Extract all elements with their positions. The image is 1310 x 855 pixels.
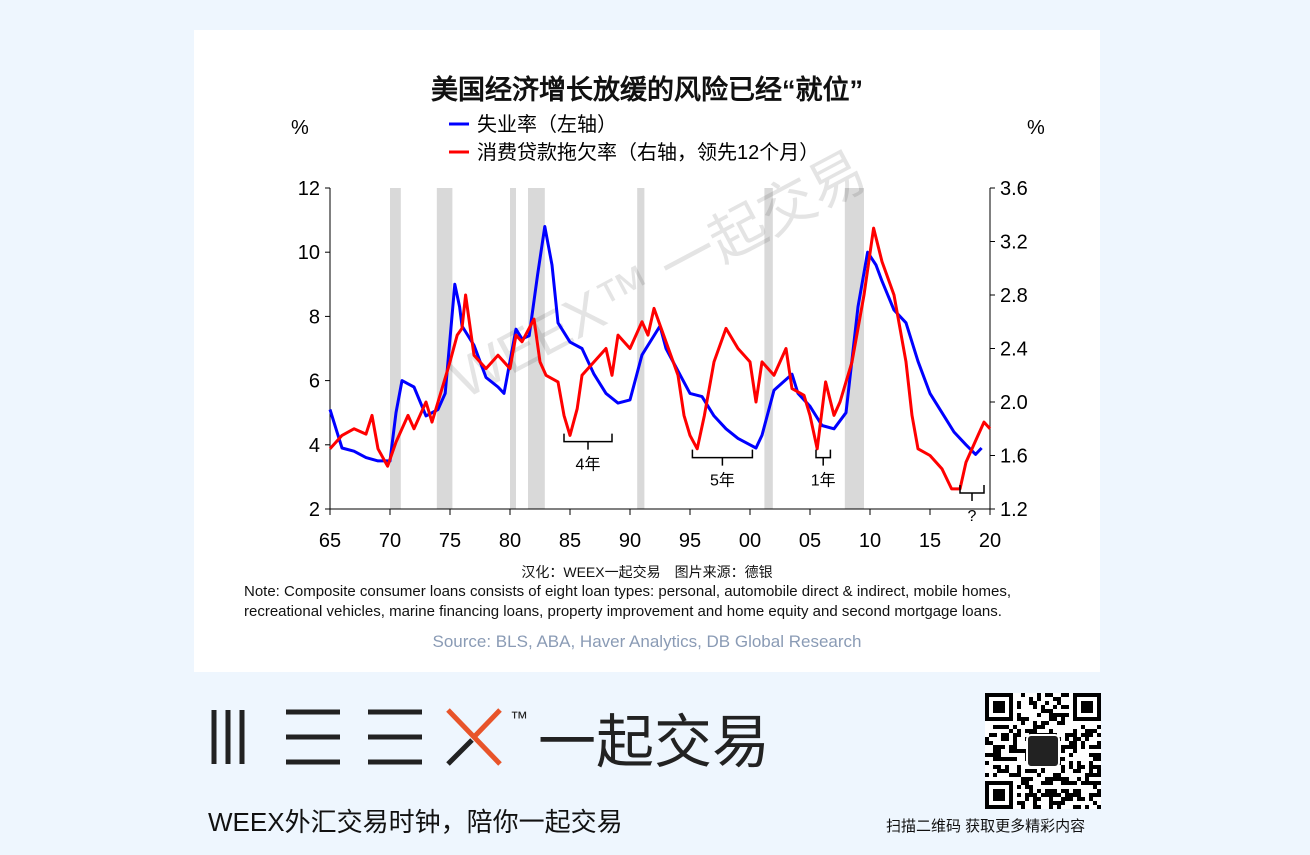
x-tick-label: 00: [739, 530, 761, 552]
qr-code[interactable]: [985, 693, 1101, 809]
recession-band: [528, 188, 545, 509]
x-tick-label: 10: [859, 530, 881, 552]
y-tick-label-right: 1.6: [1000, 446, 1028, 468]
weex-logo-mark: ™ 一起交易: [211, 708, 770, 770]
annotation-label: 5年: [710, 472, 735, 490]
delinquency-line: [328, 226, 992, 491]
y-tick-label-right: 1.2: [1000, 499, 1028, 521]
legend-label: 消费贷款拖欠率（右轴，领先12个月）: [477, 141, 819, 164]
x-tick-label: 95: [679, 530, 701, 552]
y-tick-label-right: 3.2: [1000, 232, 1028, 254]
y-tick-label-left: 6: [309, 371, 320, 393]
chart: WEEX™ 一起交易 2 4 6 8 10 12 1.2 1.6 2.0 2.4 2.8 3.2 3.6 6…: [291, 113, 1045, 552]
credit-text: 汉化：WEEX一起交易 图片来源：德银: [521, 564, 773, 580]
y-tick-label-right: 2.4: [1000, 339, 1028, 361]
annotation-label: 4年: [576, 456, 601, 474]
x-tick-label: 85: [559, 530, 581, 552]
qr-caption: 扫描二维码 获取更多精彩内容: [886, 818, 1086, 835]
y-tick-label-left: 2: [309, 499, 320, 521]
annotation-bracket: [815, 449, 832, 466]
legend-label: 失业率（左轴）: [477, 113, 617, 136]
logo-cn: 一起交易: [538, 710, 770, 770]
x-tick-label: 75: [439, 530, 461, 552]
y-axis-unit-left: %: [291, 117, 309, 139]
x-tick-label: 80: [499, 530, 521, 552]
y-tick-label-left: 10: [298, 242, 320, 264]
y-tick-label-left: 8: [309, 306, 320, 328]
y-tick-label-left: 12: [298, 178, 320, 200]
x-tick-label: 05: [799, 530, 821, 552]
y-tick-label-right: 3.6: [1000, 178, 1028, 200]
y-tick-label-right: 2.8: [1000, 285, 1028, 307]
slogan: WEEX外汇交易时钟，陪你一起交易: [208, 807, 623, 837]
x-tick-label: 90: [619, 530, 641, 552]
recession-band: [390, 188, 401, 509]
y-tick-label-left: 4: [309, 435, 320, 457]
source-text: Source: BLS, ABA, Haver Analytics, DB Gl…: [432, 632, 862, 651]
recession-band: [637, 188, 645, 509]
recession-band: [436, 188, 453, 509]
watermark: WEEX™ 一起交易: [440, 139, 876, 411]
x-tick-label: 70: [379, 530, 401, 552]
annotation-label: 1年: [811, 472, 836, 490]
logo-tm: ™: [510, 708, 528, 728]
y-axis-unit-right: %: [1027, 117, 1045, 139]
x-tick-label: 65: [319, 530, 341, 552]
recession-band: [764, 188, 773, 509]
chart-panel: 美国经济增长放缓的风险已经“就位” WEEX™ 一起交易 2 4 6 8 10 12 1.2 1…: [194, 30, 1100, 672]
annotation-bracket: [691, 449, 754, 466]
x-tick-label: 15: [919, 530, 941, 552]
y-tick-label-right: 2.0: [1000, 392, 1028, 414]
annotation-bracket: [959, 484, 985, 501]
annotation-label: ?: [968, 508, 977, 525]
annotation-bracket: [563, 433, 613, 450]
note-text: Note: Composite consumer loans consists …: [244, 583, 1012, 620]
x-tick-label: 20: [979, 530, 1001, 552]
chart-title: 美国经济增长放缓的风险已经“就位”: [431, 75, 863, 105]
